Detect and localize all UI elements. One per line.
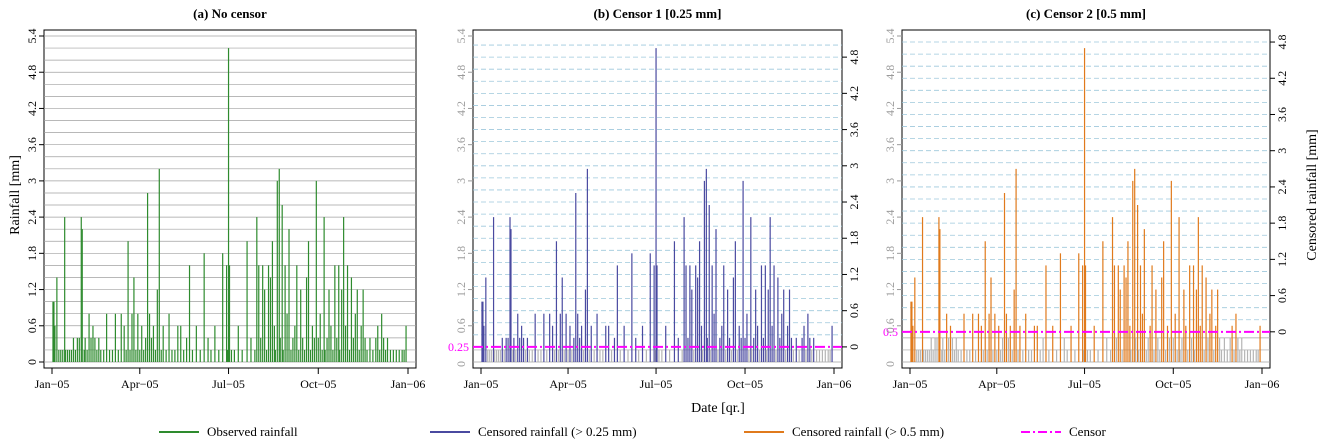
x-tick-label: Apr−05 bbox=[549, 377, 586, 391]
right-y-tick-label: 2.4 bbox=[1275, 179, 1289, 194]
right-y-tick-label: 3.6 bbox=[1275, 107, 1289, 122]
plot-frame bbox=[43, 29, 417, 369]
y-tick-label: 3 bbox=[883, 178, 897, 184]
right-y-tick-label: 3 bbox=[847, 163, 861, 169]
y-tick-label: 1.2 bbox=[25, 282, 39, 297]
right-y-tick-label: 0 bbox=[1275, 329, 1289, 335]
right-y-tick-label: 3 bbox=[1275, 148, 1289, 154]
x-tick-label: Oct−05 bbox=[727, 377, 763, 391]
right-y-tick-label: 2.4 bbox=[847, 195, 861, 210]
right-y-tick-label: 1.2 bbox=[1275, 252, 1289, 267]
panel-title: (c) Censor 2 [0.5 mm] bbox=[1026, 6, 1146, 21]
right-y-tick-label: 1.8 bbox=[1275, 216, 1289, 231]
censor-value-label: 0.5 bbox=[883, 325, 898, 339]
y-tick-label: 3.6 bbox=[883, 137, 897, 152]
legend-label: Censored rainfall (> 0.25 mm) bbox=[478, 424, 637, 439]
x-axis-label: Date [qr.] bbox=[691, 401, 745, 416]
y-tick-label: 4.8 bbox=[883, 65, 897, 80]
x-tick-label: Oct−05 bbox=[1155, 377, 1191, 391]
y-tick-label: 5.4 bbox=[883, 29, 897, 44]
y-tick-label: 3 bbox=[454, 178, 468, 184]
x-tick-label: Jan−06 bbox=[817, 377, 852, 391]
plot-frame bbox=[472, 29, 843, 369]
x-tick-label: Jan−06 bbox=[1245, 377, 1280, 391]
right-y-tick-label: 1.8 bbox=[847, 231, 861, 246]
x-tick-label: Oct−05 bbox=[300, 377, 336, 391]
legend-label: Censor bbox=[1069, 424, 1107, 439]
x-tick-label: Jul−05 bbox=[212, 377, 245, 391]
right-y-tick-label: 4.8 bbox=[1275, 35, 1289, 50]
y-tick-label: 5.4 bbox=[25, 29, 39, 44]
y-tick-label: 4.2 bbox=[454, 101, 468, 116]
y-tick-label: 5.4 bbox=[454, 29, 468, 44]
legend-label: Observed rainfall bbox=[207, 424, 298, 439]
y-tick-label: 2.4 bbox=[25, 210, 39, 225]
y-tick-label: 1.2 bbox=[883, 282, 897, 297]
right-y-tick-label: 0.6 bbox=[1275, 288, 1289, 303]
y-tick-label: 1.8 bbox=[25, 246, 39, 261]
left-y-axis-label: Rainfall [mm] bbox=[8, 155, 23, 235]
x-tick-label: Jan−06 bbox=[391, 377, 426, 391]
y-tick-label: 0.6 bbox=[25, 318, 39, 333]
panel-3: (c) Censor 2 [0.5 mm]0.50.61.21.82.433.6… bbox=[883, 6, 1289, 391]
y-tick-label: 2.4 bbox=[454, 210, 468, 225]
y-tick-label: 0.6 bbox=[454, 318, 468, 333]
x-tick-label: Jul−05 bbox=[1068, 377, 1101, 391]
x-tick-label: Jan−05 bbox=[464, 377, 499, 391]
right-y-tick-label: 4.2 bbox=[1275, 71, 1289, 86]
y-tick-label: 3.6 bbox=[454, 137, 468, 152]
y-tick-label: 1.8 bbox=[883, 246, 897, 261]
x-tick-label: Apr−05 bbox=[121, 377, 158, 391]
right-y-tick-label: 1.2 bbox=[847, 267, 861, 282]
x-tick-label: Apr−05 bbox=[978, 377, 1015, 391]
y-tick-label: 0 bbox=[25, 359, 39, 365]
panel-1: (a) No censor 0 0.6 1.2 1.8 2.4 3 3.6 4.2 4.8 5.4 J… bbox=[25, 6, 425, 391]
y-tick-label: 4.8 bbox=[25, 65, 39, 80]
legend-label: Censored rainfall (> 0.5 mm) bbox=[792, 424, 944, 439]
panel-title: (b) Censor 1 [0.25 mm] bbox=[594, 6, 722, 21]
legend: Observed rainfall Censored rainfall (> 0.… bbox=[159, 424, 1107, 439]
y-tick-label: 1.2 bbox=[454, 282, 468, 297]
y-tick-label: 4.2 bbox=[883, 101, 897, 116]
right-y-tick-label: 4.2 bbox=[847, 86, 861, 101]
panel-2: (b) Censor 1 [0.25 mm] 0.25 0.6 1.2 1.8 2.4 3 3… bbox=[448, 6, 861, 391]
y-tick-label: 3 bbox=[25, 178, 39, 184]
right-y-tick-label: 0.6 bbox=[847, 303, 861, 318]
y-tick-label: 4.2 bbox=[25, 101, 39, 116]
censor-value-label: 0.25 bbox=[448, 340, 469, 354]
x-tick-label: Jan−05 bbox=[35, 377, 70, 391]
y-tick-label: 0 bbox=[883, 361, 897, 367]
right-y-tick-label: 4.8 bbox=[847, 50, 861, 65]
right-y-tick-label: 0 bbox=[847, 344, 861, 350]
y-tick-label: 0.6 bbox=[883, 318, 897, 333]
panel-title: (a) No censor bbox=[193, 6, 267, 21]
y-tick-label: 4.8 bbox=[454, 65, 468, 80]
y-tick-label: 1.8 bbox=[454, 246, 468, 261]
y-tick-label: 2.4 bbox=[883, 210, 897, 225]
x-tick-label: Jul−05 bbox=[640, 377, 673, 391]
right-y-axis-label: Censored rainfall [mm] bbox=[1305, 129, 1320, 260]
y-tick-label: 0 bbox=[454, 361, 468, 367]
y-tick-label: 3.6 bbox=[25, 137, 39, 152]
x-tick-label: Jan−05 bbox=[893, 377, 928, 391]
right-y-tick-label: 3.6 bbox=[847, 122, 861, 137]
